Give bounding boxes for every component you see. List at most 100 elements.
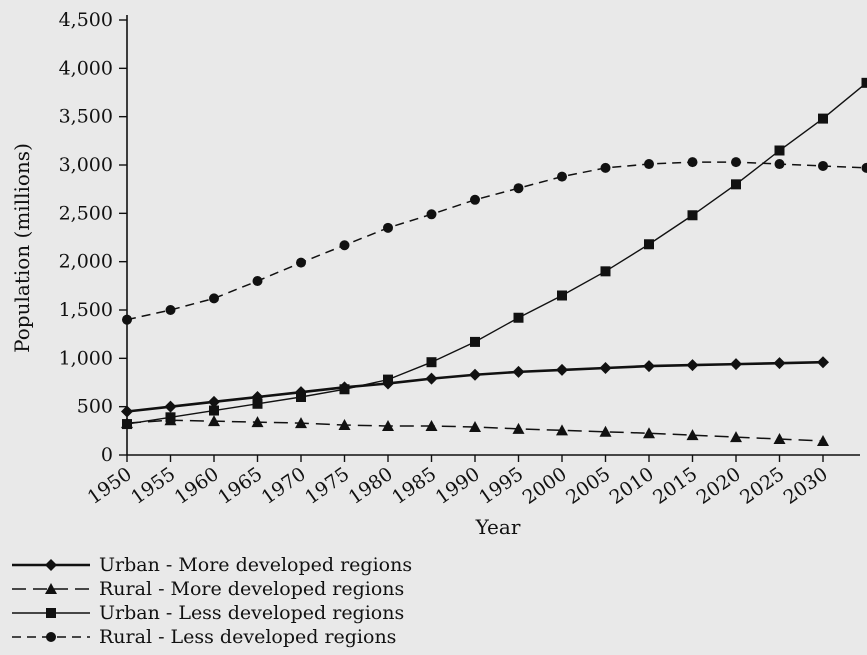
x-tick-label: 1970	[258, 463, 310, 509]
x-tick-label: 2010	[606, 463, 658, 509]
x-tick-label: 1990	[432, 463, 484, 509]
data-point-square	[339, 384, 350, 395]
legend-label: Rural - Less developed regions	[99, 626, 396, 648]
data-point-diamond	[686, 359, 699, 372]
y-tick-label: 3,500	[59, 106, 113, 128]
data-point-circle	[513, 183, 524, 194]
data-point-circle	[644, 159, 654, 170]
x-tick-label: 2000	[519, 463, 571, 509]
data-point-circle	[165, 305, 176, 315]
x-tick-label: 1950	[84, 463, 136, 509]
x-tick-label: 2020	[693, 463, 745, 509]
x-axis-title: Year	[475, 515, 521, 539]
legend-item: Urban - More developed regions	[12, 554, 412, 576]
data-point-square	[296, 392, 306, 402]
y-tick-label: 0	[101, 444, 113, 466]
data-point-triangle	[469, 420, 481, 432]
x-tick-label: 2030	[780, 463, 832, 509]
legend-item: Urban - Less developed regions	[12, 602, 404, 624]
data-point-square	[644, 239, 654, 250]
data-point-square	[687, 210, 698, 221]
series-layer	[121, 77, 867, 446]
data-point-square	[426, 357, 437, 368]
x-tick-label: 2025	[736, 463, 788, 509]
data-point-diamond	[817, 356, 829, 369]
x-tick-label: 1960	[171, 463, 223, 509]
x-tick-label: 1995	[475, 463, 527, 509]
data-point-diamond	[643, 360, 655, 373]
data-point-triangle	[643, 427, 655, 439]
data-point-circle	[122, 314, 132, 325]
data-point-square	[600, 266, 611, 277]
data-point-circle	[600, 162, 611, 173]
data-point-square	[774, 145, 785, 156]
data-point-circle	[818, 160, 828, 171]
data-point-square	[470, 336, 480, 347]
legend-item: Rural - More developed regions	[12, 578, 404, 600]
data-point-triangle	[251, 416, 264, 428]
data-point-circle	[209, 293, 219, 304]
data-point-circle	[557, 171, 567, 182]
data-point-square	[252, 398, 263, 409]
data-point-circle	[252, 276, 263, 286]
data-point-square	[861, 77, 867, 88]
data-point-square	[383, 374, 393, 385]
data-point-square	[513, 312, 524, 323]
series-line	[126, 82, 867, 425]
y-axis-title: Population (millions)	[10, 143, 34, 353]
x-tick-label: 2005	[562, 463, 614, 509]
data-point-square	[557, 290, 567, 301]
y-tick-label: 4,500	[59, 9, 113, 31]
data-point-triangle	[382, 420, 394, 431]
data-point-diamond	[599, 362, 612, 374]
data-point-triangle	[295, 417, 307, 429]
legend-item: Rural - Less developed regions	[12, 626, 396, 648]
legend-label: Urban - Less developed regions	[99, 602, 404, 624]
legend-swatch-marker	[45, 583, 57, 594]
data-point-triangle	[817, 434, 829, 446]
legend-label: Urban - More developed regions	[99, 554, 412, 576]
data-point-square	[209, 405, 219, 416]
data-point-circle	[731, 157, 741, 168]
x-tick-label: 1980	[345, 463, 397, 509]
series-line	[126, 161, 867, 321]
data-point-diamond	[425, 372, 438, 385]
y-tick-label: 1,500	[59, 299, 113, 321]
series-3	[122, 77, 867, 430]
data-point-circle	[687, 157, 698, 168]
data-point-triangle	[599, 425, 612, 437]
data-point-triangle	[556, 424, 568, 436]
x-tick-label: 2015	[649, 463, 701, 509]
data-point-triangle	[208, 415, 220, 427]
data-point-diamond	[121, 405, 133, 418]
legend-swatch-marker	[46, 632, 56, 642]
data-point-diamond	[164, 400, 177, 413]
data-point-square	[818, 113, 828, 124]
data-point-circle	[470, 194, 480, 205]
data-point-square	[122, 419, 132, 430]
x-tick-label: 1985	[388, 463, 440, 509]
data-point-triangle	[338, 419, 351, 431]
x-tick-label: 1965	[214, 463, 266, 509]
data-point-diamond	[556, 363, 568, 376]
axes: 0 500 1,000 1,500 2,000 2,500 3,000 3,500 4,000 4…	[59, 9, 860, 509]
data-point-circle	[861, 162, 867, 173]
y-tick-label: 3,000	[59, 154, 113, 176]
data-point-triangle	[773, 433, 786, 445]
data-point-circle	[296, 257, 306, 268]
legend-label: Rural - More developed regions	[99, 578, 404, 600]
series-4	[122, 157, 867, 325]
data-point-diamond	[773, 357, 786, 370]
data-point-diamond	[512, 365, 525, 378]
data-point-circle	[383, 222, 393, 233]
y-tick-label: 1,000	[59, 347, 113, 369]
data-point-triangle	[512, 422, 525, 434]
y-tick-label: 2,500	[59, 202, 113, 224]
x-tick-label: 1975	[301, 463, 353, 509]
data-point-circle	[426, 209, 437, 220]
data-point-diamond	[730, 358, 742, 371]
data-point-square	[731, 179, 741, 190]
data-point-triangle	[425, 420, 438, 431]
data-point-circle	[774, 159, 785, 170]
